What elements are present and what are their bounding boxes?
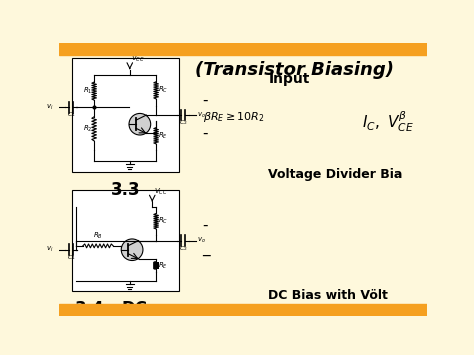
Text: $C_2$: $C_2$ — [179, 118, 188, 127]
Bar — [73, 58, 179, 172]
Circle shape — [129, 114, 151, 135]
Text: $R_C$: $R_C$ — [158, 216, 169, 226]
Text: $R_C$: $R_C$ — [158, 85, 169, 95]
Text: $C_2$: $C_2$ — [179, 244, 188, 252]
Text: _: _ — [202, 241, 210, 256]
Circle shape — [121, 239, 143, 261]
Bar — [73, 190, 179, 290]
Text: Voltage Divider Bia: Voltage Divider Bia — [268, 168, 403, 181]
Text: $R_2$: $R_2$ — [83, 124, 93, 134]
Text: $v_o$: $v_o$ — [197, 110, 206, 120]
Text: $\beta R_E \geq 10R_2$: $\beta R_E \geq 10R_2$ — [202, 110, 264, 124]
Text: $v_i$: $v_i$ — [46, 245, 53, 254]
Bar — [59, 304, 427, 316]
Text: -: - — [202, 93, 208, 108]
Text: $R_E$: $R_E$ — [158, 260, 168, 271]
Text: DC: DC — [121, 300, 147, 318]
Text: $v_i$: $v_i$ — [46, 103, 53, 112]
Text: $v_o$: $v_o$ — [197, 236, 206, 245]
Text: -: - — [202, 218, 208, 233]
Text: DC Bias with Völt: DC Bias with Völt — [268, 289, 388, 302]
Text: $R_B$: $R_B$ — [93, 231, 103, 241]
Text: $C_1$: $C_1$ — [66, 110, 75, 119]
Text: Input: Input — [268, 72, 310, 86]
Text: $R_E$: $R_E$ — [158, 131, 168, 141]
Text: -: - — [202, 126, 208, 141]
Bar — [59, 43, 427, 55]
Text: $C_1$: $C_1$ — [66, 253, 75, 262]
Text: 3.4: 3.4 — [75, 300, 104, 318]
Text: $V_{CC}$: $V_{CC}$ — [131, 54, 145, 64]
Text: $R_1$: $R_1$ — [83, 86, 93, 96]
Text: 3.3: 3.3 — [111, 181, 141, 199]
Text: (Transistor Biasing): (Transistor Biasing) — [195, 61, 394, 79]
Text: $V_{CC}$: $V_{CC}$ — [154, 186, 167, 197]
Text: $I_C,\ V_{CE}^\beta$: $I_C,\ V_{CE}^\beta$ — [362, 109, 413, 133]
